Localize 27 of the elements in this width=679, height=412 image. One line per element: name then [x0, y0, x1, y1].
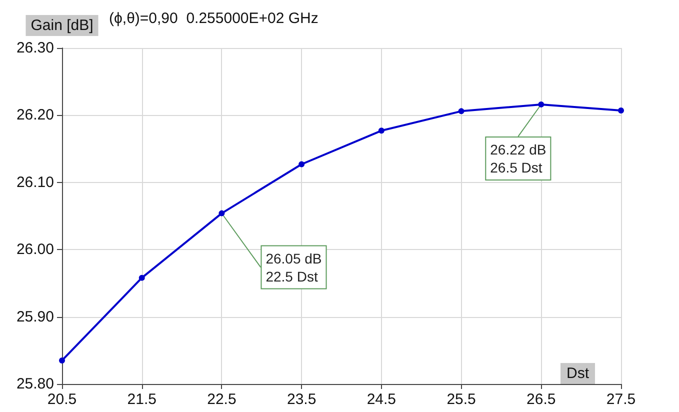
- y-tick-label: 26.00: [16, 241, 54, 258]
- annotation: 26.22 dB 26.5 Dst: [490, 141, 546, 176]
- point: [538, 101, 544, 108]
- point: [618, 107, 624, 114]
- y-axis-title: Gain [dB]: [30, 17, 94, 34]
- x-tick-label: 21.5: [127, 391, 156, 408]
- x-tick-label: 25.5: [446, 391, 476, 408]
- point: [138, 274, 145, 281]
- x-tick-label: 20.5: [47, 391, 77, 408]
- y-tick-label: 26.30: [16, 40, 54, 56]
- x-axis-title: Dst: [566, 365, 590, 382]
- x-tick-label: 24.5: [366, 391, 396, 408]
- point: [378, 128, 384, 134]
- y-tick-label: 26.10: [16, 174, 54, 191]
- y-tick-label: 25.80: [16, 376, 54, 392]
- point: [298, 161, 305, 168]
- point: [458, 108, 464, 114]
- x-tick-label: 27.5: [606, 391, 636, 408]
- x-tick-label: 26.5: [526, 391, 556, 408]
- point: [218, 210, 225, 216]
- chart-title: (ϕ,θ)=0,90 0.255000E+02 GHz: [109, 10, 318, 27]
- y-tick-label: 25.90: [16, 308, 54, 326]
- x-tick-label: 22.5: [207, 391, 236, 408]
- y-tick-label: 26.20: [16, 106, 54, 124]
- x-tick-label: 23.5: [286, 391, 316, 408]
- point: [59, 357, 65, 364]
- annotation: 26.05 dB 22.5 Dst: [266, 250, 322, 284]
